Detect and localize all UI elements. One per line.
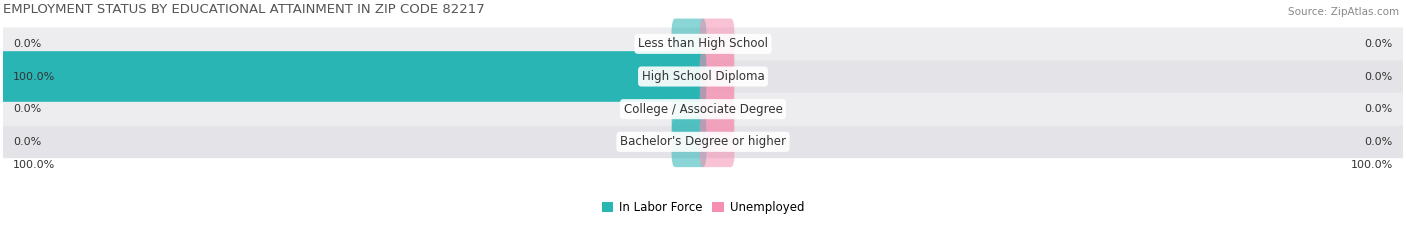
- FancyBboxPatch shape: [3, 93, 1403, 126]
- Text: 0.0%: 0.0%: [13, 137, 42, 147]
- Legend: In Labor Force, Unemployed: In Labor Force, Unemployed: [598, 197, 808, 219]
- Text: 0.0%: 0.0%: [13, 39, 42, 49]
- Text: 0.0%: 0.0%: [1364, 137, 1393, 147]
- Text: 100.0%: 100.0%: [1351, 160, 1393, 170]
- FancyBboxPatch shape: [672, 19, 706, 69]
- Text: EMPLOYMENT STATUS BY EDUCATIONAL ATTAINMENT IN ZIP CODE 82217: EMPLOYMENT STATUS BY EDUCATIONAL ATTAINM…: [3, 3, 485, 16]
- Text: 100.0%: 100.0%: [13, 160, 55, 170]
- FancyBboxPatch shape: [700, 84, 734, 134]
- FancyBboxPatch shape: [3, 27, 1403, 60]
- FancyBboxPatch shape: [700, 51, 734, 102]
- Text: 0.0%: 0.0%: [1364, 39, 1393, 49]
- Text: 100.0%: 100.0%: [13, 72, 55, 82]
- Text: High School Diploma: High School Diploma: [641, 70, 765, 83]
- FancyBboxPatch shape: [0, 51, 706, 102]
- FancyBboxPatch shape: [672, 116, 706, 167]
- Text: 0.0%: 0.0%: [13, 104, 42, 114]
- FancyBboxPatch shape: [3, 126, 1403, 158]
- Text: 0.0%: 0.0%: [1364, 72, 1393, 82]
- FancyBboxPatch shape: [3, 60, 1403, 93]
- Text: 0.0%: 0.0%: [1364, 104, 1393, 114]
- FancyBboxPatch shape: [672, 84, 706, 134]
- Text: Source: ZipAtlas.com: Source: ZipAtlas.com: [1288, 7, 1399, 17]
- FancyBboxPatch shape: [700, 19, 734, 69]
- Text: College / Associate Degree: College / Associate Degree: [624, 103, 782, 116]
- FancyBboxPatch shape: [700, 116, 734, 167]
- Text: Less than High School: Less than High School: [638, 37, 768, 50]
- Text: Bachelor's Degree or higher: Bachelor's Degree or higher: [620, 135, 786, 148]
